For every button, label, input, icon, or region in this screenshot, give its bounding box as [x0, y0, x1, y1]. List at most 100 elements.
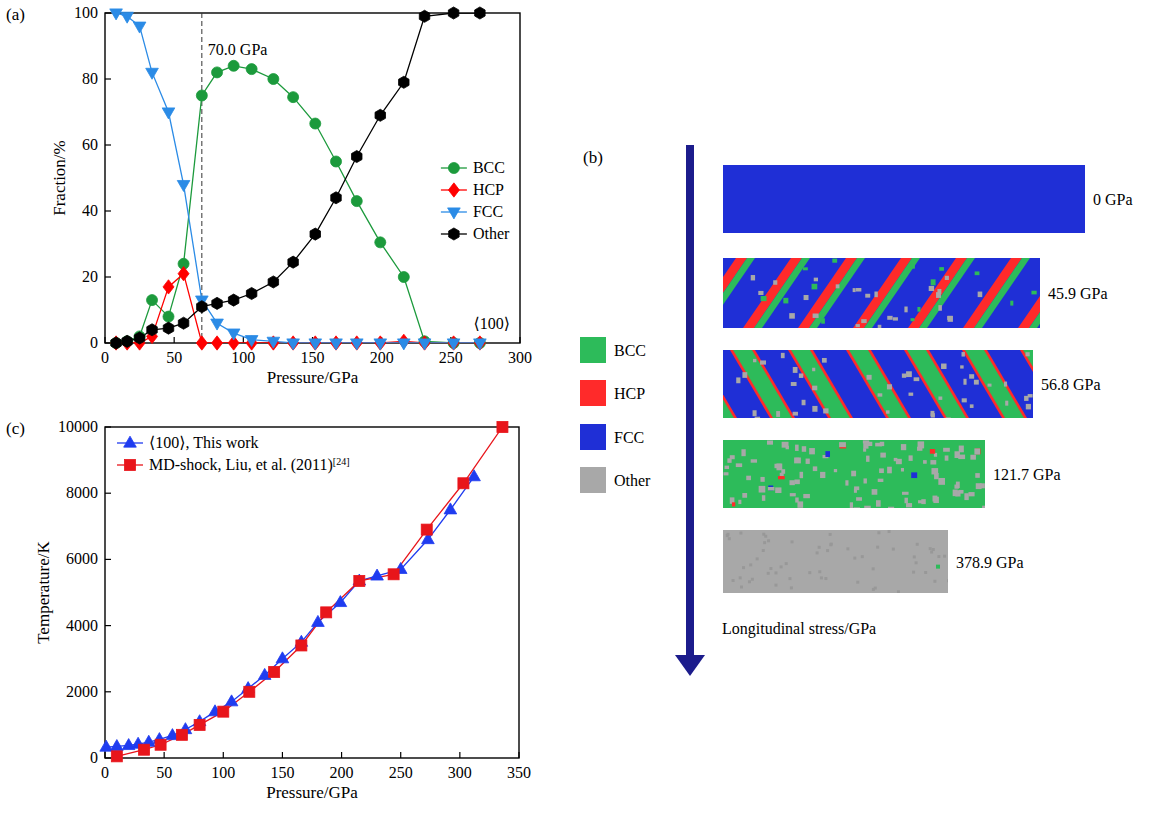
data-point [309, 339, 322, 350]
atom-cluster [739, 576, 742, 579]
atom-cluster [933, 497, 939, 503]
x-tick [104, 752, 105, 758]
annotation-line [201, 13, 202, 343]
snapshot [723, 440, 985, 508]
page: {"chart_data": [ {"type": "line", "panel… [0, 0, 1159, 818]
data-point [147, 295, 158, 306]
atom-cluster [826, 549, 829, 552]
atom-cluster [878, 479, 884, 482]
x-axis-title: Pressure/GPa [266, 783, 358, 802]
atom-cluster [901, 468, 904, 472]
data-point [330, 339, 343, 350]
atom-cluster [888, 530, 891, 533]
data-point [388, 569, 399, 580]
atom-cluster [918, 500, 923, 503]
atom-cluster [947, 579, 948, 582]
atom-cluster [878, 393, 883, 396]
legend-label: BCC [614, 342, 646, 359]
y-tick [105, 276, 111, 277]
snapshot [723, 165, 1085, 233]
panel-snapshots: (b)Longitudinal stress/GPaBCCHCPFCCOther… [580, 145, 1159, 676]
data-point [177, 180, 190, 191]
atom-cluster [864, 506, 871, 508]
atom-cluster [778, 476, 785, 479]
legend-marker [124, 436, 137, 447]
y-tick [105, 559, 111, 560]
atom-cluster [876, 546, 879, 549]
x-tick-label: 200 [330, 764, 354, 781]
data-point [371, 569, 384, 580]
atom-cluster [790, 493, 796, 496]
data-point [458, 478, 469, 489]
atom-cluster [893, 317, 898, 320]
atom-cluster [968, 492, 974, 496]
atom-cluster [962, 398, 967, 402]
atom-cluster [725, 466, 730, 469]
data-point [110, 9, 123, 20]
atom-cluster [782, 442, 789, 448]
atom-cluster [791, 540, 794, 543]
legend: BCCHCPFCCOther [441, 159, 510, 242]
data-point [197, 301, 207, 313]
atom-cluster [728, 537, 731, 540]
atom-cluster [964, 493, 968, 500]
series-line [116, 13, 480, 343]
y-tick-label: 4000 [66, 617, 98, 634]
series-markers [110, 7, 486, 350]
y-tick-label: 60 [82, 136, 98, 153]
panel-label: (a) [6, 5, 25, 24]
atom-cluster [773, 280, 777, 285]
data-point [398, 272, 409, 283]
atom-cluster [746, 476, 751, 480]
x-tick [223, 752, 224, 758]
legend-label: Other [614, 472, 651, 489]
data-point [288, 336, 299, 350]
atom-cluster [803, 267, 808, 270]
atom-cluster [930, 460, 936, 464]
legend-label: FCC [473, 203, 503, 220]
x-tick-label: 50 [166, 349, 182, 366]
atom-cluster [730, 455, 735, 459]
hcp-band [743, 258, 802, 328]
legend-label: FCC [614, 429, 644, 446]
snapshot [723, 530, 948, 593]
atom-cluster [872, 567, 875, 570]
atom-cluster [856, 324, 860, 327]
bcc-band [974, 258, 1030, 328]
bcc-band [723, 350, 734, 418]
atom-cluster [839, 442, 846, 447]
atom-cluster [911, 318, 915, 321]
atom-cluster [824, 577, 827, 580]
hcp-band [853, 258, 912, 328]
y-tick [105, 426, 111, 427]
legend-label: HCP [614, 385, 645, 402]
stress-label: 45.9 GPa [1048, 285, 1108, 302]
bcc-band [849, 350, 908, 418]
data-point [474, 336, 485, 350]
bcc-band [864, 258, 920, 328]
legend-swatch [580, 337, 606, 363]
hcp-edge [962, 350, 1027, 418]
atom-cluster [790, 586, 793, 589]
atom-cluster [945, 417, 950, 418]
atom-cluster [767, 572, 770, 575]
atom-cluster [802, 400, 806, 405]
atom-cluster [924, 571, 927, 574]
panel-label: (c) [6, 419, 25, 438]
legend-swatch [580, 424, 606, 450]
y-tick-label: 6000 [66, 550, 98, 567]
atom-cluster [732, 502, 735, 506]
atom-cluster [736, 377, 740, 383]
atom-cluster [1025, 352, 1029, 356]
x-axis-title: Pressure/GPa [267, 368, 359, 387]
atom-cluster [741, 449, 745, 456]
atom-cluster [962, 352, 965, 356]
data-point [245, 336, 258, 347]
data-point [331, 192, 341, 204]
atom-cluster [931, 468, 938, 474]
atom-cluster [767, 539, 770, 542]
atom-cluster [830, 543, 833, 546]
atom-cluster [980, 483, 985, 488]
y-tick [105, 210, 111, 211]
atom-cluster [913, 555, 916, 558]
